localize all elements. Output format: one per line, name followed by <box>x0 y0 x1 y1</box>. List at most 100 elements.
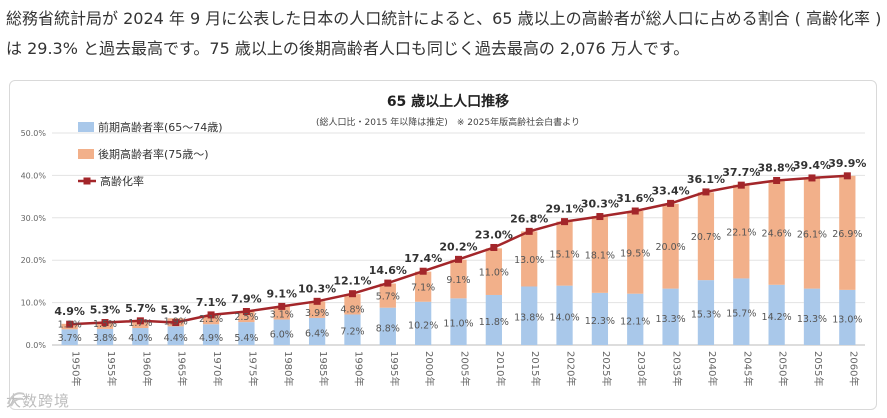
early-data-label: 7.2% <box>340 327 364 338</box>
aging-rate-marker <box>242 308 250 316</box>
bar-early <box>627 293 644 345</box>
x-tick-label: 2060年 <box>847 351 860 386</box>
bar-late <box>344 294 361 315</box>
x-tick-label: 1990年 <box>352 351 365 386</box>
x-tick-label: 1995年 <box>388 351 401 386</box>
watermark: 大数跨境 <box>6 390 70 411</box>
bar-late <box>132 320 149 329</box>
bar-early <box>733 278 750 345</box>
bar-late <box>450 259 467 299</box>
x-tick-label: 1960年 <box>140 351 153 386</box>
bar-early <box>803 288 821 345</box>
bar-early <box>202 324 220 345</box>
x-tick-label: 2000年 <box>423 351 436 386</box>
bar-early <box>662 288 679 345</box>
total-data-label: 4.9% <box>54 305 85 318</box>
early-data-label: 13.8% <box>514 313 544 324</box>
total-data-label: 10.3% <box>298 282 336 295</box>
total-data-label: 17.4% <box>404 252 442 265</box>
late-data-label: 3.1% <box>270 310 294 321</box>
total-data-label: 9.1% <box>267 287 298 300</box>
x-tick-label: 1965年 <box>176 351 189 386</box>
early-data-label: 10.2% <box>408 320 438 331</box>
late-data-label: 1.3% <box>58 319 82 330</box>
legend-label-early: 前期高齢者率(65～74歳) <box>98 120 223 134</box>
late-data-label: 5.7% <box>376 292 400 303</box>
aging-rate-marker <box>313 297 321 305</box>
late-data-label: 1.9% <box>164 316 188 327</box>
bar-early <box>450 298 467 345</box>
late-data-label: 19.5% <box>620 248 650 259</box>
legend-swatch-late <box>78 149 94 159</box>
x-tick-label: 2055年 <box>812 351 825 386</box>
y-tick-label: 50.0% <box>21 129 47 138</box>
late-data-label: 13.0% <box>514 255 544 266</box>
bar-late <box>627 211 644 294</box>
total-data-label: 7.1% <box>196 296 227 309</box>
early-data-label: 11.8% <box>479 317 509 328</box>
x-tick-label: 1950年 <box>70 351 83 386</box>
bar-early <box>379 307 396 345</box>
legend-marker-total <box>83 177 91 185</box>
aging-rate-marker <box>702 188 710 196</box>
bar-late <box>733 184 750 279</box>
total-data-label: 23.0% <box>475 228 513 241</box>
aging-rate-marker <box>101 319 109 327</box>
aging-rate-marker <box>136 317 144 325</box>
late-data-label: 26.1% <box>797 229 827 240</box>
bar-early <box>768 284 785 345</box>
legend-label-late: 後期高齢者率(75歳～) <box>98 147 209 161</box>
aging-rate-marker <box>490 243 498 251</box>
late-data-label: 22.1% <box>726 228 756 239</box>
x-tick-label: 2005年 <box>459 351 472 386</box>
x-tick-label: 1985年 <box>317 351 330 386</box>
late-data-label: 20.0% <box>655 242 685 253</box>
bar-late <box>238 311 255 323</box>
early-data-label: 8.8% <box>376 323 400 334</box>
watermark-text: 大数跨境 <box>6 392 71 410</box>
early-data-label: 6.4% <box>305 328 329 339</box>
aging-rate-marker <box>737 181 745 189</box>
bar-early <box>839 289 856 345</box>
total-data-label: 26.8% <box>510 212 548 225</box>
late-data-label: 3.9% <box>305 308 329 319</box>
y-tick-label: 20.0% <box>21 256 47 265</box>
x-tick-label: 2030年 <box>635 351 648 386</box>
bar-early <box>132 328 149 345</box>
y-tick-label: 0.0% <box>26 341 47 350</box>
bar-late <box>415 271 432 302</box>
x-tick-label: 2020年 <box>565 351 578 386</box>
bar-late <box>768 180 785 285</box>
bar-late <box>591 216 609 293</box>
total-data-label: 30.3% <box>581 198 619 211</box>
early-data-label: 4.4% <box>164 333 188 344</box>
bar-early <box>697 280 715 345</box>
x-tick-label: 2040年 <box>706 351 719 386</box>
total-data-label: 5.3% <box>90 304 121 317</box>
total-data-label: 33.4% <box>652 184 690 197</box>
legend-swatch-early <box>78 122 94 132</box>
aging-rate-marker <box>596 213 604 221</box>
x-tick-label: 2045年 <box>741 351 754 386</box>
aging-rate-marker <box>455 255 462 263</box>
total-data-label: 7.9% <box>231 293 262 306</box>
bar-late <box>521 231 538 287</box>
late-data-label: 1.7% <box>128 318 152 329</box>
early-data-label: 5.4% <box>234 333 258 344</box>
early-data-label: 13.3% <box>655 314 685 325</box>
aging-rate-marker <box>348 290 356 298</box>
x-tick-label: 2010年 <box>494 351 507 386</box>
early-data-label: 4.0% <box>128 333 152 344</box>
early-data-label: 11.0% <box>443 319 473 330</box>
bar-late <box>273 306 290 320</box>
late-data-label: 7.1% <box>411 283 435 294</box>
bar-early <box>273 319 290 345</box>
late-data-label: 4.8% <box>340 304 364 315</box>
early-data-label: 4.9% <box>199 333 223 344</box>
total-data-label: 38.8% <box>758 161 796 174</box>
aging-rate-marker <box>384 279 392 287</box>
x-tick-label: 1980年 <box>282 351 295 386</box>
chart-panel <box>9 80 877 410</box>
aging-rate-marker <box>667 199 675 207</box>
